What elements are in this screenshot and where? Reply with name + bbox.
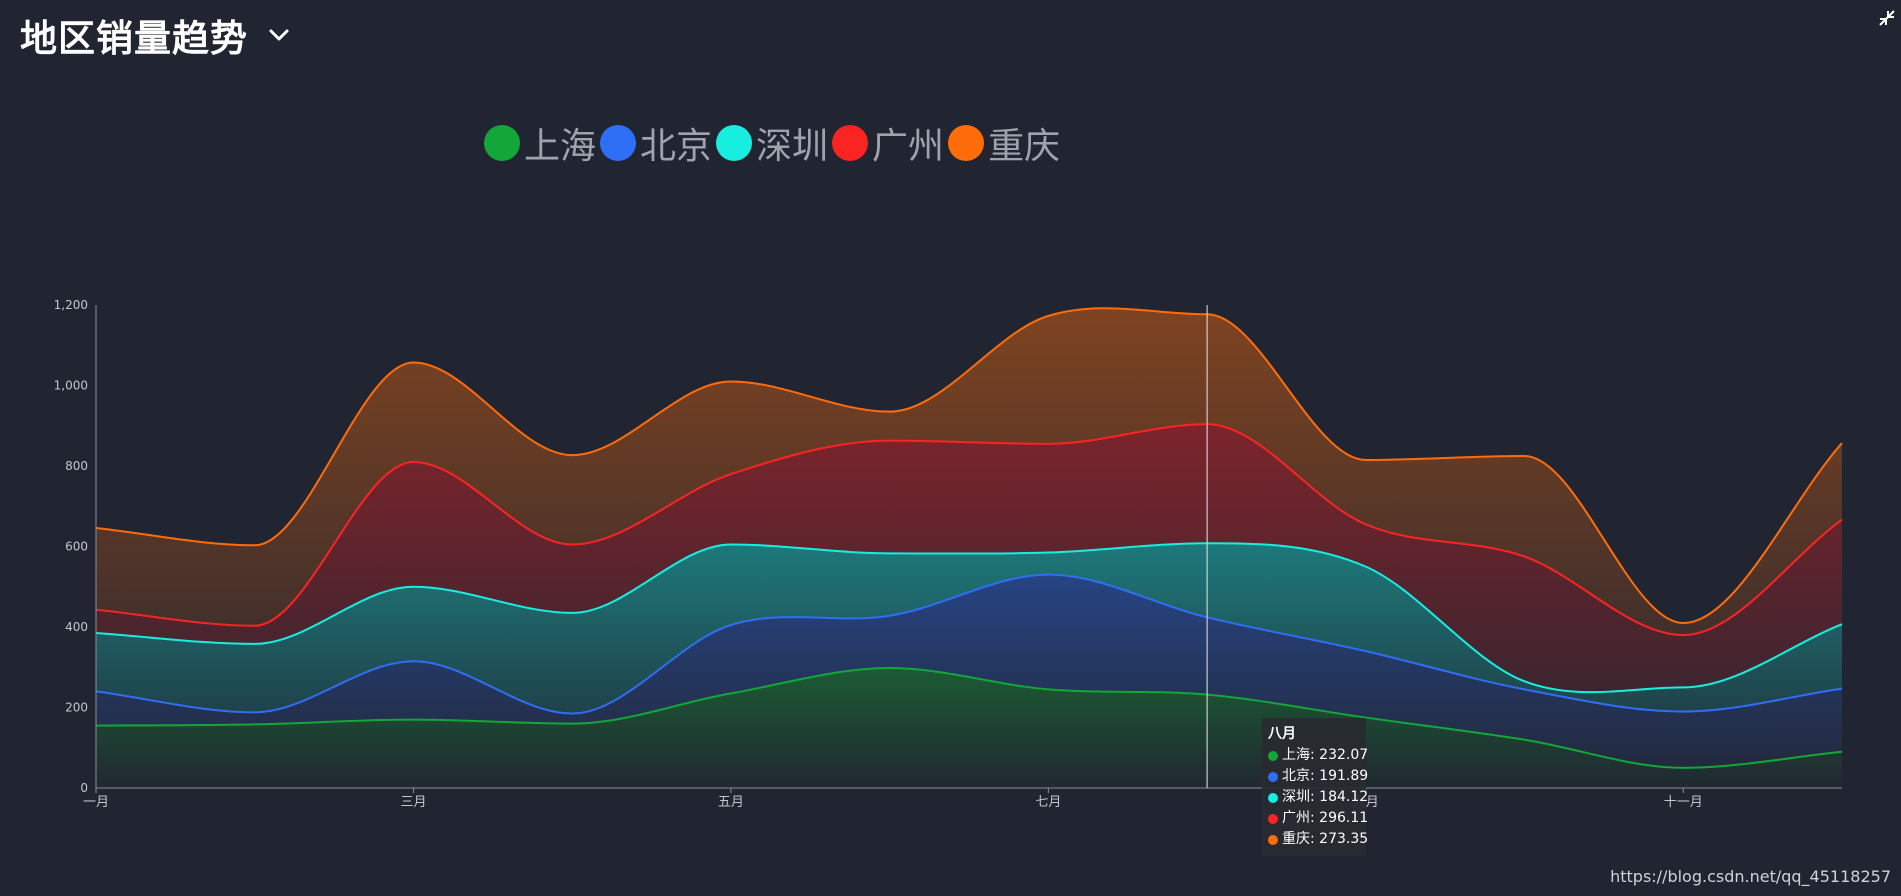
y-tick-label: 800 [65, 459, 88, 473]
x-tick-label: 三月 [400, 795, 426, 810]
tooltip-row: 广州: 296.11 [1268, 808, 1368, 829]
legend-item[interactable]: 上海 [484, 117, 596, 169]
series-line-0 [95, 667, 1843, 769]
watermark: https://blog.csdn.net/qq_45118257 [1610, 867, 1891, 886]
tooltip-dot [1268, 792, 1278, 803]
x-tick-label: 七月 [1035, 795, 1061, 810]
tooltip-value: 广州: 296.11 [1282, 810, 1369, 826]
y-tick-label: 1,000 [54, 379, 88, 393]
series-line-2 [95, 542, 1843, 694]
y-tick-label: 200 [65, 701, 88, 715]
collapse-arrows-icon[interactable] [1877, 8, 1897, 28]
legend-dot [832, 125, 869, 161]
x-tick-label: 五月 [718, 795, 744, 810]
legend-label: 广州 [872, 126, 945, 167]
tooltip-row: 深圳: 184.12 [1268, 787, 1368, 808]
area-fill-0 [96, 668, 1842, 788]
chart-title: 地区销量趋势 [20, 17, 248, 60]
tooltip-row: 重庆: 273.35 [1268, 829, 1368, 850]
legend-dot [948, 125, 985, 161]
chart-tooltip: 八月 上海: 232.07 北京: 191.89 深圳: 184.12 广州: 296… [1262, 718, 1368, 856]
tooltip-dot [1268, 750, 1278, 761]
tooltip-value: 上海: 232.07 [1282, 747, 1369, 763]
tooltip-value: 深圳: 184.12 [1282, 789, 1369, 805]
legend-item[interactable]: 北京 [600, 117, 712, 169]
legend-item[interactable]: 深圳 [716, 117, 828, 169]
series-lines [95, 307, 1843, 769]
tooltip-row: 北京: 191.89 [1268, 766, 1368, 787]
chart-legend: 上海 北京 深圳 广州 重庆 [484, 118, 1064, 168]
x-tick-label: 一月 [83, 795, 109, 810]
header: 地区销量趋势 [20, 8, 292, 62]
y-tick-label: 1,200 [54, 298, 88, 312]
legend-label: 深圳 [756, 126, 829, 167]
tooltip-dot [1268, 834, 1278, 845]
legend-item[interactable]: 广州 [832, 117, 944, 169]
x-tick-label: 十一月 [1664, 795, 1703, 810]
legend-label: 重庆 [988, 126, 1061, 167]
y-tick-label: 600 [65, 540, 88, 554]
series-line-3 [95, 423, 1843, 637]
legend-item[interactable]: 重庆 [948, 117, 1060, 169]
tooltip-row: 上海: 232.07 [1268, 745, 1368, 766]
tooltip-value: 北京: 191.89 [1282, 768, 1369, 784]
legend-label: 上海 [524, 126, 597, 167]
legend-dot [716, 125, 753, 161]
legend-dot [484, 125, 520, 161]
legend-label: 北京 [640, 126, 713, 167]
tooltip-dot [1268, 771, 1278, 782]
tooltip-title: 八月 [1268, 726, 1296, 742]
tooltip-dot [1268, 813, 1278, 824]
y-tick-label: 0 [80, 781, 88, 795]
area-fills [96, 308, 1842, 788]
y-tick-label: 400 [65, 620, 88, 634]
tooltip-value: 重庆: 273.35 [1282, 831, 1369, 847]
series-line-4 [95, 307, 1843, 624]
legend-dot [600, 125, 637, 161]
series-line-1 [95, 573, 1843, 715]
chevron-down-icon[interactable] [266, 22, 292, 48]
